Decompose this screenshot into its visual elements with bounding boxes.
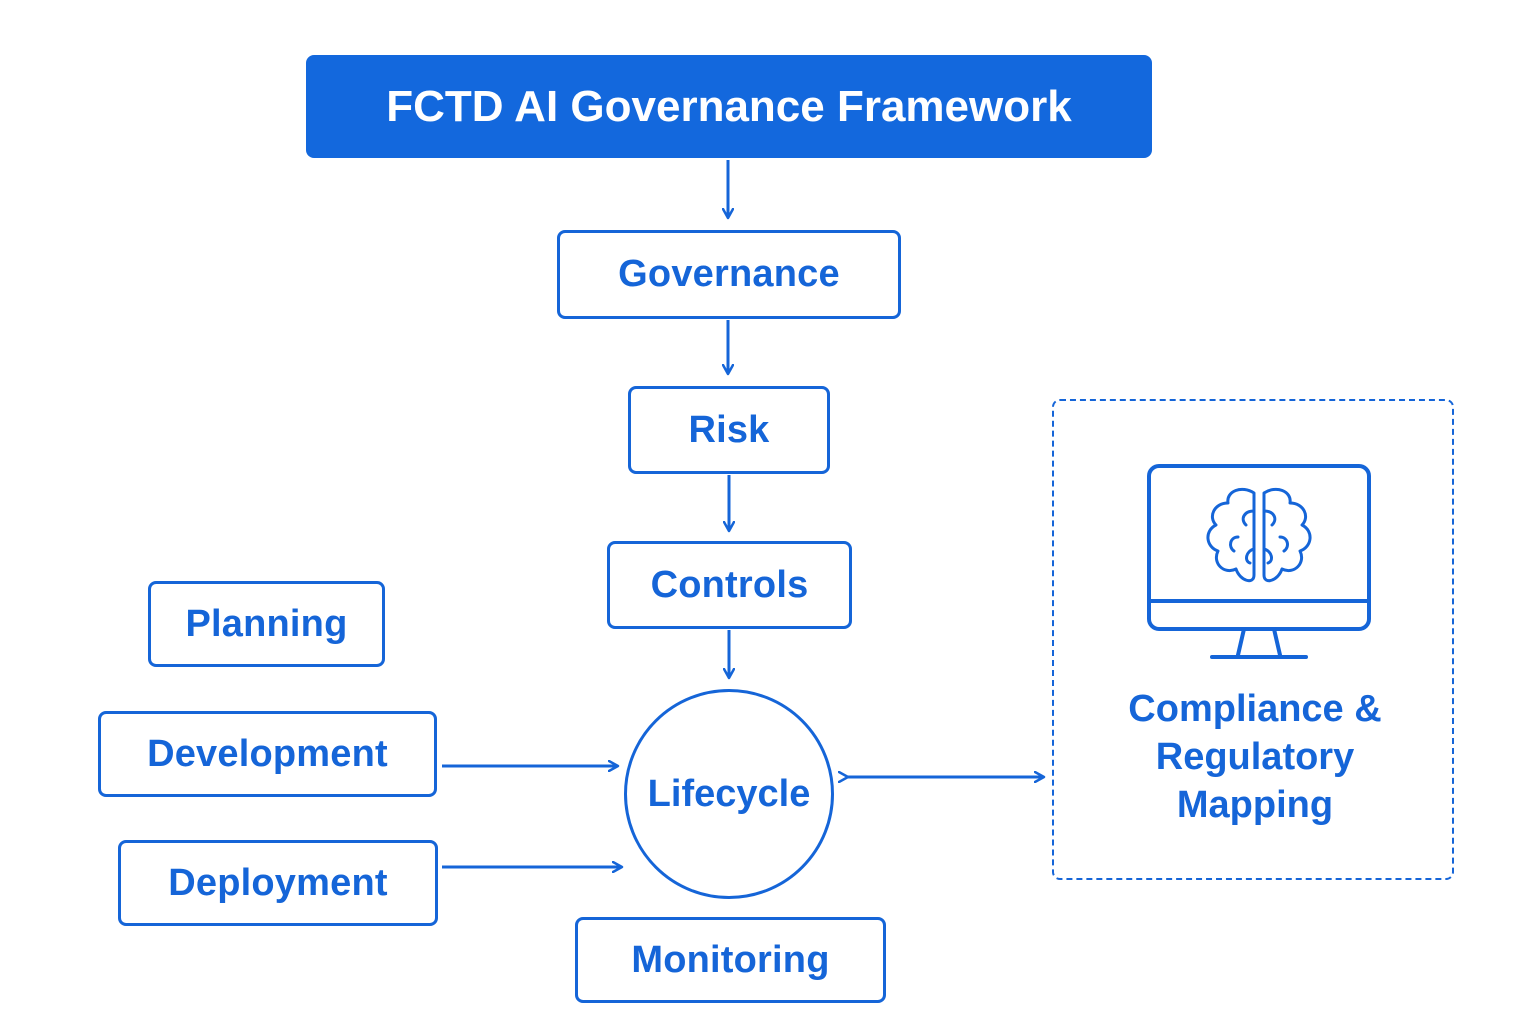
framework-title: FCTD AI Governance Framework xyxy=(306,55,1152,158)
development-node: Development xyxy=(98,711,437,797)
compliance-label-line-1: Compliance & xyxy=(1128,688,1382,730)
lifecycle-node: Lifecycle xyxy=(624,689,834,899)
controls-node: Controls xyxy=(607,541,852,629)
monitor-brain-icon xyxy=(1147,464,1371,659)
governance-node: Governance xyxy=(557,230,901,319)
risk-node: Risk xyxy=(628,386,830,474)
monitoring-node: Monitoring xyxy=(575,917,886,1003)
deployment-node: Deployment xyxy=(118,840,438,926)
compliance-label-line-3: Mapping xyxy=(1176,784,1334,826)
compliance-label: Compliance & Regulatory Mapping xyxy=(1064,685,1446,829)
compliance-panel: Compliance & Regulatory Mapping xyxy=(1052,399,1454,880)
compliance-label-line-2: Regulatory xyxy=(1155,736,1355,778)
planning-node: Planning xyxy=(148,581,385,667)
